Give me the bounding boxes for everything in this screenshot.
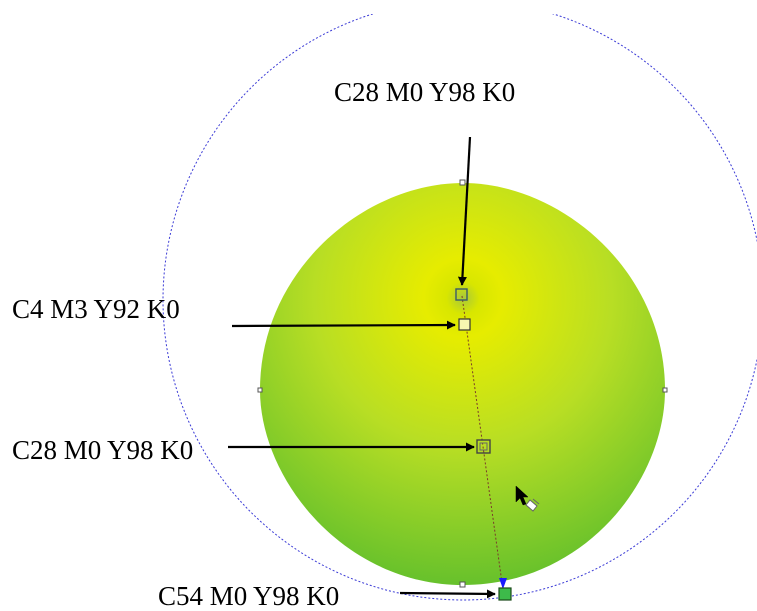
fill-tool-cursor-icon [515, 485, 540, 512]
selection-handle-right[interactable] [662, 387, 668, 393]
arrow-bottom [399, 589, 496, 599]
guide-circle-gap [345, 0, 575, 14]
gradient-node-start[interactable] [455, 288, 468, 301]
selection-handle-bottom[interactable] [459, 581, 466, 588]
selection-handle-top[interactable] [459, 179, 466, 186]
gradient-filled-shape[interactable] [260, 183, 665, 585]
label-bottom-color: C54 M0 Y98 K0 [158, 581, 339, 611]
gradient-node-middle[interactable] [476, 439, 491, 454]
arrow-left-upper [231, 320, 456, 330]
arrow-top [457, 136, 472, 286]
label-left-middle-color: C28 M0 Y98 K0 [12, 435, 193, 465]
gradient-node-end[interactable] [498, 587, 512, 601]
selection-handle-left[interactable] [257, 387, 263, 393]
gradient-vector-arrowhead [499, 578, 507, 589]
label-left-upper-color: C4 M3 Y92 K0 [12, 294, 180, 324]
gradient-node-upper[interactable] [458, 318, 471, 331]
gradient-node-middle-inner [479, 442, 488, 451]
label-top-color: C28 M0 Y98 K0 [334, 77, 515, 107]
